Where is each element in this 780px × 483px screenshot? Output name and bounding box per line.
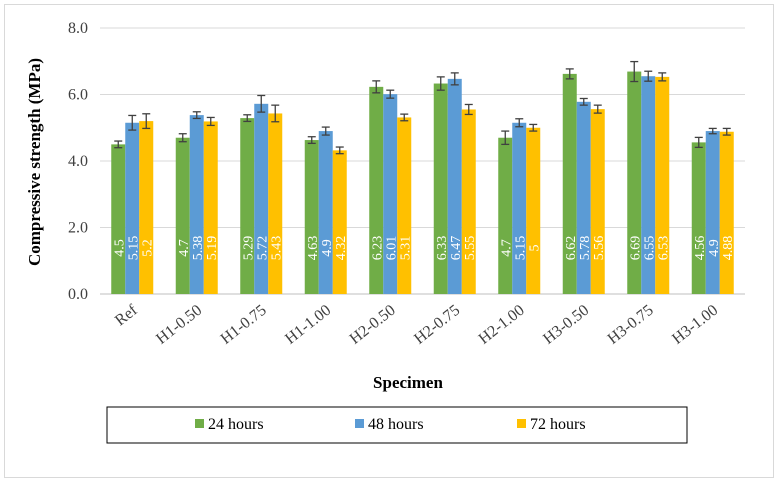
bar	[397, 117, 412, 294]
bar	[139, 121, 154, 294]
x-tick-labels: Ref H1-0.50 H1-0.75 H1-1.00 H2-0.50 H2-0.75 H2…	[112, 301, 721, 347]
data-label: 4.56	[693, 236, 708, 261]
data-label: 4.9	[320, 239, 335, 257]
data-label: 4.5	[112, 239, 127, 257]
bar	[125, 122, 140, 294]
data-label: 6.55	[642, 236, 657, 261]
x-tick-label: H2-0.50	[347, 302, 399, 348]
bar	[383, 94, 398, 294]
data-label: 4.9	[707, 239, 722, 257]
bar	[562, 73, 577, 294]
bar	[111, 144, 126, 294]
bar	[175, 137, 190, 294]
y-tick-label: 6.0	[68, 87, 88, 104]
bar	[627, 71, 642, 295]
bar	[304, 140, 319, 294]
bar	[498, 137, 513, 294]
data-label: 5.38	[191, 236, 206, 261]
data-label: 6.62	[564, 236, 579, 261]
data-label: 6.01	[384, 236, 399, 261]
bar	[576, 101, 591, 294]
bar	[461, 109, 476, 295]
y-axis-title: Compressive strength (MPa)	[25, 58, 44, 266]
data-label: 6.23	[370, 236, 385, 261]
bar	[240, 118, 255, 294]
x-tick-label: Ref	[112, 301, 141, 329]
bar	[526, 127, 541, 294]
bar	[254, 103, 269, 294]
data-label: 4.7	[499, 239, 514, 257]
data-label: 5.56	[592, 236, 607, 261]
data-label: 5.19	[205, 236, 220, 261]
data-label: 4.63	[306, 236, 321, 261]
error-bars	[114, 60, 731, 155]
x-tick-label: H1-0.50	[153, 302, 205, 348]
data-labels: 4.5 4.7 5.29 4.63 6.23 6.33 4.7 6.62 6.69 4.56 5.1…	[112, 236, 736, 261]
data-label: 5.55	[463, 236, 478, 261]
legend-swatch	[517, 419, 526, 428]
data-label: 5.78	[578, 236, 593, 261]
bar	[318, 131, 333, 294]
x-tick-label: H2-0.75	[411, 302, 463, 348]
legend-label: 48 hours	[368, 416, 424, 433]
bar	[655, 76, 670, 294]
data-label: 5	[527, 245, 542, 252]
x-tick-label: H3-0.75	[605, 302, 657, 348]
x-tick-label: H3-1.00	[669, 302, 721, 348]
bar	[189, 115, 204, 295]
bar	[447, 78, 462, 294]
legend-swatch	[355, 419, 364, 428]
data-label: 5.15	[126, 236, 141, 261]
legend-swatch	[195, 419, 204, 428]
bars	[111, 71, 734, 295]
x-tick-label: H2-1.00	[476, 302, 528, 348]
bar	[203, 121, 218, 295]
legend: 24 hours 48 hours 72 hours	[195, 416, 586, 433]
bar	[512, 122, 527, 294]
bar	[719, 131, 734, 294]
data-label: 6.33	[435, 236, 450, 261]
data-label: 5.43	[269, 236, 284, 261]
data-label: 5.29	[241, 236, 256, 261]
bar	[590, 109, 605, 294]
legend-label: 72 hours	[530, 416, 586, 433]
data-label: 4.88	[721, 236, 736, 261]
y-tick-label: 2.0	[68, 220, 88, 237]
bar	[369, 86, 384, 294]
bar	[268, 113, 283, 294]
y-tick-label: 8.0	[68, 20, 88, 37]
bar	[705, 131, 720, 294]
data-label: 5.15	[513, 236, 528, 261]
x-tick-label: H3-0.50	[540, 302, 592, 348]
data-label: 6.47	[449, 236, 464, 261]
data-label: 5.31	[398, 236, 413, 261]
bar	[641, 76, 656, 295]
bar	[332, 150, 347, 294]
data-label: 5.72	[255, 236, 270, 261]
data-label: 6.53	[656, 236, 671, 261]
x-tick-label: H1-0.75	[218, 302, 270, 348]
x-tick-label: H1-1.00	[282, 302, 334, 348]
y-tick-labels: 0.0 2.0 4.0 6.0 8.0	[68, 20, 88, 303]
legend-label: 24 hours	[208, 416, 264, 433]
x-axis-title: Specimen	[373, 373, 443, 392]
data-label: 4.32	[334, 236, 349, 261]
bar	[433, 83, 448, 294]
data-label: 6.69	[628, 236, 643, 261]
data-label: 5.2	[140, 239, 155, 257]
bar	[691, 142, 706, 294]
y-tick-label: 0.0	[68, 286, 88, 303]
data-label: 4.7	[177, 239, 192, 257]
y-tick-label: 4.0	[68, 153, 88, 170]
